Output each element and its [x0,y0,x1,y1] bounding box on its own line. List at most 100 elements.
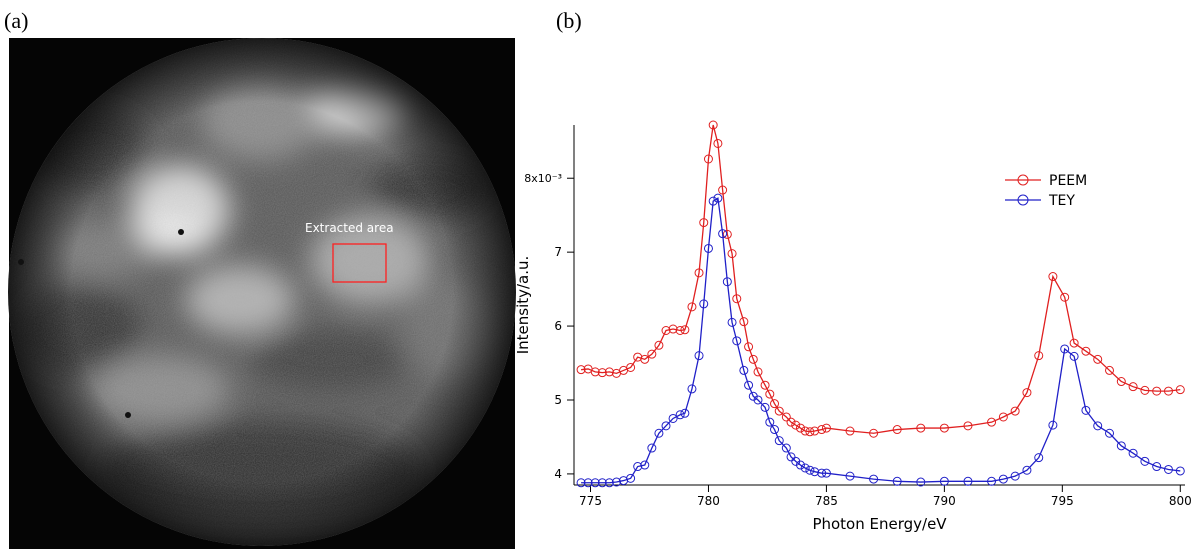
data-point [774,436,784,446]
data-point [727,317,737,327]
data-point [1116,441,1126,451]
data-point [748,354,758,364]
data-point [765,417,775,427]
data-point [1081,405,1091,415]
data-point [604,478,614,488]
data-point [1081,346,1091,356]
x-axis-label: Photon Energy/eV [812,515,947,533]
data-point [699,299,709,309]
data-point [786,417,796,427]
data-point [694,268,704,278]
data-point [668,324,678,334]
data-point [640,354,650,364]
data-point [892,476,902,486]
data-point [821,423,831,433]
data-point [770,399,780,409]
data-point [939,423,949,433]
data-point [597,368,607,378]
data-point [647,443,657,453]
data-point [998,412,1008,422]
data-point [892,425,902,435]
data-point [963,421,973,431]
data-point [1010,471,1020,481]
data-point [1093,354,1103,364]
data-point [708,120,718,130]
x-tick-label: 775 [579,494,602,508]
data-point [817,468,827,478]
data-point [1175,385,1185,395]
data-point [781,443,791,453]
data-point [845,426,855,436]
data-point [604,367,614,377]
legend-marker [1017,194,1029,206]
image-annotation: Extracted area [305,221,394,235]
data-point [680,408,690,418]
data-point [626,473,636,483]
x-tick-label: 795 [1051,494,1074,508]
data-point [1152,462,1162,472]
data-point [869,428,879,438]
data-point [722,277,732,287]
x-tick-label: 780 [697,494,720,508]
data-point [753,367,763,377]
y-tick-label: 6 [554,319,562,333]
data-point [760,402,770,412]
data-point [687,384,697,394]
data-point [675,410,685,420]
data-point [1140,456,1150,466]
data-point [739,317,749,327]
panel-label: (a) [4,8,28,33]
data-point [576,478,586,488]
data-point [821,468,831,478]
data-point [1022,388,1032,398]
data-point [727,249,737,259]
data-point [654,340,664,350]
data-point [576,365,586,375]
data-point [744,342,754,352]
data-point [1060,292,1070,302]
data-point [1116,377,1126,387]
x-tick-label: 785 [815,494,838,508]
data-point [800,426,810,436]
data-point [1034,453,1044,463]
y-tick-label: 5 [554,393,562,407]
data-point [708,196,718,206]
data-point [1105,365,1115,375]
data-point [661,421,671,431]
data-point [1010,406,1020,416]
data-point [916,423,926,433]
plot: 775 780 785 790 795 800 4 5 6 7 8x10⁻³ Photon Energ… [514,120,1192,533]
data-point [713,138,723,148]
data-point [916,477,926,487]
data-point [597,478,607,488]
data-point [800,463,810,473]
data-point [1163,464,1173,474]
data-point [1128,382,1138,392]
legend-label: TEY [1048,193,1075,209]
data-point [703,243,713,253]
data-point [626,362,636,372]
data-point [680,325,690,335]
data-point [753,395,763,405]
data-point [774,406,784,416]
data-point [1105,428,1115,438]
data-point [1152,386,1162,396]
peem-image: Extracted area [8,38,516,549]
y-tick-label: 7 [554,245,562,259]
data-point [1022,465,1032,475]
data-point [795,423,805,433]
data-point [668,413,678,423]
series-line [581,124,1181,434]
series-line [581,197,1181,484]
data-point [810,426,820,436]
data-point [732,336,742,346]
data-point [781,412,791,422]
data-point [810,467,820,477]
data-point [770,425,780,435]
data-point [654,428,664,438]
data-point [1128,448,1138,458]
data-point [805,465,815,475]
data-point [703,154,713,164]
data-point [805,427,815,437]
